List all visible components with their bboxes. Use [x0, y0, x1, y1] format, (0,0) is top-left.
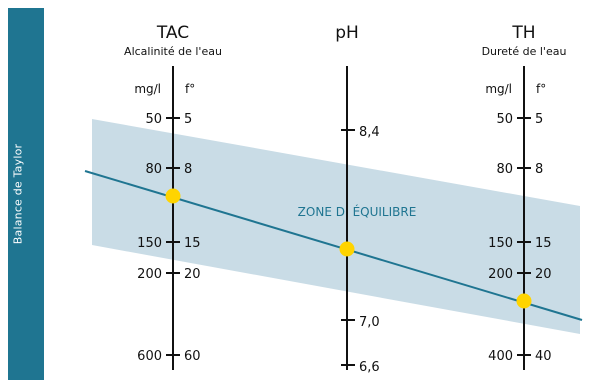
tac-tick-label-f: 60: [184, 349, 201, 364]
th-tick-label-mg: 400: [488, 349, 513, 364]
th-tick-label-mg: 80: [496, 162, 513, 177]
tac-tick-label-f: 8: [184, 162, 192, 177]
th-unit-f: f°: [536, 82, 546, 96]
tac-subtitle: Alcalinité de l'eau: [124, 45, 222, 58]
tac-tick-label-mg: 50: [145, 112, 162, 127]
th-subtitle: Dureté de l'eau: [482, 45, 567, 58]
tac-unit-f: f°: [185, 82, 195, 96]
th-tick-label-mg: 150: [488, 236, 513, 251]
ph-tick-label: 6,6: [359, 360, 380, 375]
th-tick-label-f: 8: [535, 162, 543, 177]
th-tick-label-mg: 200: [488, 267, 513, 282]
tac-tick-label-f: 15: [184, 236, 201, 251]
tac-tick-label-mg: 80: [145, 162, 162, 177]
ph-intersection-dot: [339, 241, 355, 257]
tac-tick-label-mg: 600: [137, 349, 162, 364]
th-tick-label-f: 5: [535, 112, 543, 127]
tac-tick-label-mg: 150: [137, 236, 162, 251]
th-tick-label-f: 15: [535, 236, 552, 251]
tac-intersection-dot: [165, 188, 181, 204]
th-intersection-dot: [516, 293, 532, 309]
th-title: TH: [511, 23, 535, 43]
sidebar: [8, 8, 44, 380]
tac-title: TAC: [156, 23, 189, 43]
ph-title: pH: [335, 23, 359, 43]
th-unit-mg: mg/l: [485, 82, 512, 96]
th-tick-label-f: 20: [535, 267, 552, 282]
ph-tick-label: 8,4: [359, 125, 380, 140]
tac-tick-label-f: 5: [184, 112, 192, 127]
zone-label: ZONE D’ ÉQUILIBRE: [298, 204, 417, 219]
th-tick-label-mg: 50: [496, 112, 513, 127]
tac-unit-mg: mg/l: [134, 82, 161, 96]
ph-tick-label: 7,0: [359, 315, 380, 330]
th-tick-label-f: 40: [535, 349, 552, 364]
tac-tick-label-mg: 200: [137, 267, 162, 282]
tac-tick-label-f: 20: [184, 267, 201, 282]
equilibrium-zone-band: [92, 119, 580, 334]
